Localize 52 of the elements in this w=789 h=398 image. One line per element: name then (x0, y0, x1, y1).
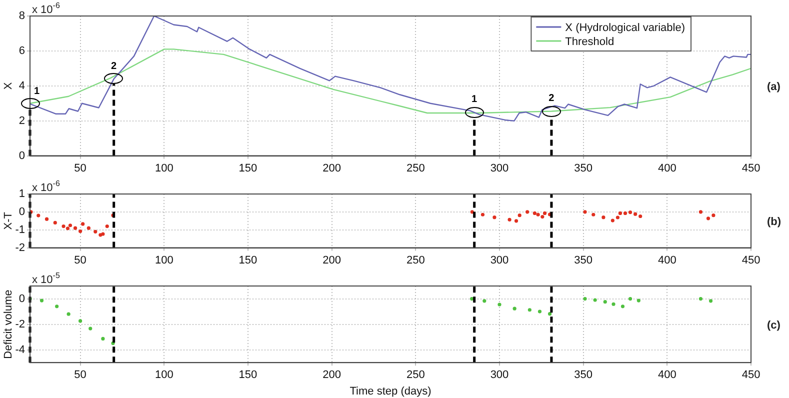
x-tick-label: 300 (490, 369, 509, 382)
annotation: 2 (111, 60, 118, 72)
x-tick-label: 250 (406, 162, 425, 174)
y-tick-label: 0 (18, 292, 25, 305)
x-tick-label: 400 (658, 254, 676, 266)
x-tick-label: 300 (490, 254, 509, 266)
x-tick-label: 150 (238, 369, 258, 382)
y-axis-title: X-T (2, 212, 15, 230)
x-tick-label: 300 (490, 162, 509, 174)
y-tick-label: -1 (15, 224, 25, 236)
text: (c) (767, 319, 781, 332)
y-tick-label: 0 (18, 206, 25, 218)
y-axis-title: X (2, 82, 15, 90)
text: (b) (767, 216, 782, 228)
x-tick-label: 400 (658, 369, 676, 382)
x-tick-label: 100 (154, 369, 174, 382)
legend-label: X (Hydrological variable) (565, 22, 686, 34)
y-tick-label: 4 (18, 80, 25, 92)
x-tick-label: 150 (238, 254, 258, 266)
annotation: 1 (34, 86, 40, 97)
x-tick-label: 250 (406, 369, 425, 382)
x-tick-label: 250 (406, 254, 425, 266)
y-axis-title: Deficit volume (2, 290, 15, 359)
x-tick-label: 350 (574, 254, 593, 266)
x-tick-label: 150 (238, 162, 258, 174)
x-tick-label: 100 (154, 162, 174, 174)
y-tick-label: -2 (15, 318, 25, 330)
y-tick-label: -2 (15, 242, 25, 254)
y-tick-label: 6 (18, 44, 25, 57)
y-tick-label: -4 (15, 344, 25, 356)
y-tick-label: 2 (18, 114, 25, 127)
y-tick-label: 8 (18, 10, 25, 22)
x-tick-label: 200 (322, 254, 341, 266)
x-tick-label: 50 (74, 162, 86, 174)
x-tick-label: 200 (322, 369, 341, 382)
x-axis-title: Time step (days) (350, 385, 432, 398)
x-tick-label: 400 (658, 162, 676, 174)
legend-label: Threshold (565, 36, 614, 48)
y-tick-label: 0 (18, 150, 25, 162)
annotation: 1 (472, 94, 478, 106)
x-tick-label: 450 (742, 254, 760, 266)
x-tick-label: 50 (74, 369, 86, 382)
text: (a) (767, 80, 781, 93)
x-tick-label: 350 (574, 162, 593, 174)
x-tick-label: 450 (742, 369, 760, 382)
x-tick-label: 200 (322, 162, 341, 174)
x-tick-label: 50 (74, 254, 86, 266)
y-tick-label: 1 (18, 188, 25, 200)
x-tick-label: 450 (742, 162, 760, 174)
annotation: 2 (548, 93, 555, 104)
x-tick-label: 100 (154, 254, 174, 266)
x-tick-label: 350 (574, 369, 593, 382)
